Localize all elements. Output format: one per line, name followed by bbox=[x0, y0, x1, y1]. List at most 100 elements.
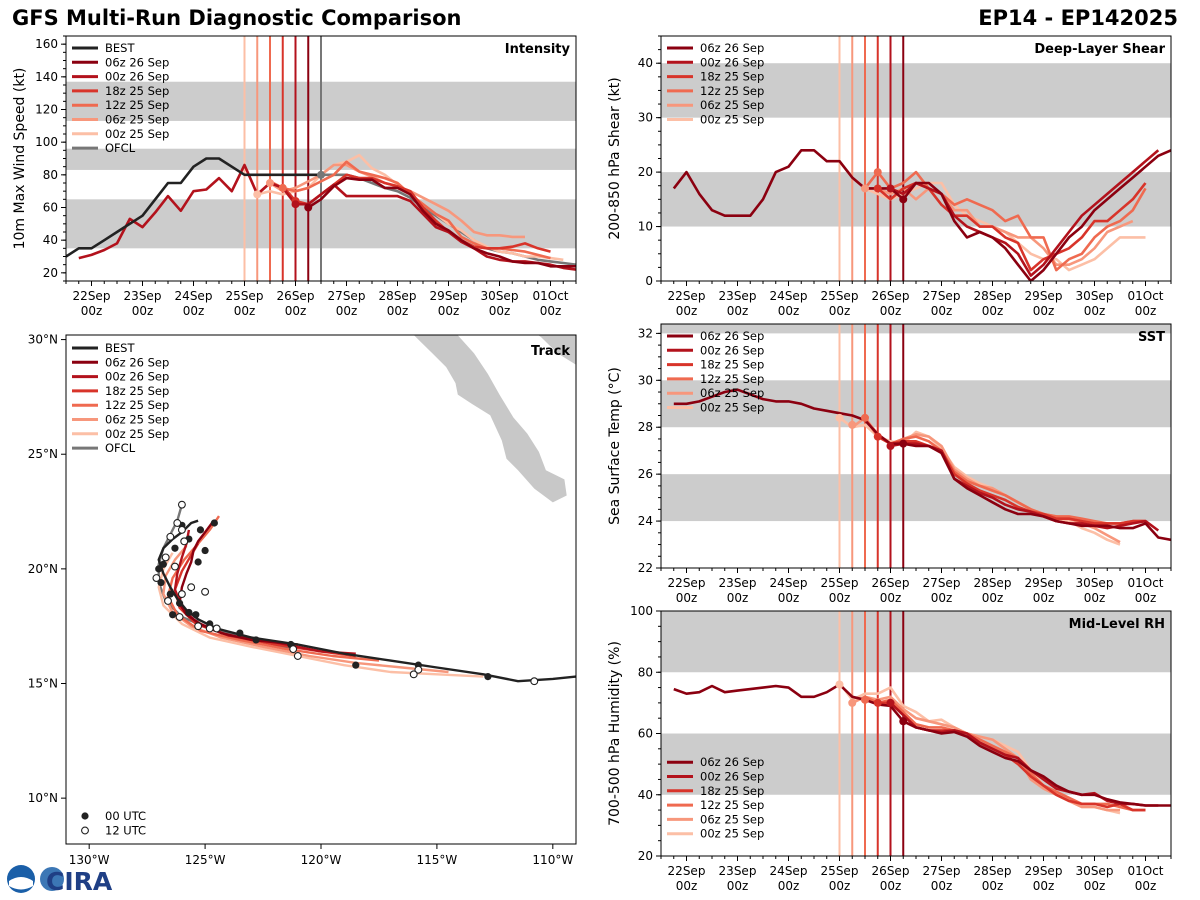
sst-xtick-label: 29Sep bbox=[1025, 576, 1063, 590]
shear-title: Deep-Layer Shear bbox=[1034, 42, 1165, 57]
intensity-xtick-sublabel: 00z bbox=[438, 304, 460, 318]
track-point-00utc bbox=[252, 636, 260, 644]
sst-band-1 bbox=[661, 380, 1171, 428]
shear-legend-label: 12z 25 Sep bbox=[700, 84, 764, 98]
sst-xtick-sublabel: 00z bbox=[778, 591, 800, 605]
rh-xtick-sublabel: 00z bbox=[982, 879, 1004, 893]
sst-legend-label: 06z 25 Sep bbox=[700, 386, 764, 400]
sst-xtick-sublabel: 00z bbox=[727, 591, 749, 605]
track-ytick-label: 30°N bbox=[28, 333, 58, 347]
shear-xtick-label: 23Sep bbox=[719, 289, 757, 303]
sst-plot-area bbox=[661, 324, 1171, 568]
rh-xtick-label: 30Sep bbox=[1076, 864, 1114, 878]
track-point-00utc bbox=[484, 673, 492, 681]
shear-series-06z-26-sep bbox=[672, 149, 1171, 281]
shear-marker-18z-25-sep bbox=[873, 184, 882, 193]
shear-xtick-label: 30Sep bbox=[1076, 289, 1114, 303]
track-point-12utc bbox=[166, 532, 175, 541]
track-point-00utc bbox=[166, 590, 174, 598]
intensity-xtick-sublabel: 00z bbox=[540, 304, 562, 318]
rh-marker-00z-25-sep bbox=[835, 680, 844, 689]
rh-xtick-sublabel: 00z bbox=[1135, 879, 1157, 893]
intensity-ytick-label: 100 bbox=[35, 135, 58, 149]
shear-marker-12z-25-sep bbox=[873, 168, 882, 177]
track-legend-label: 00z 26 Sep bbox=[105, 370, 169, 384]
sst-ylabel: Sea Surface Temp (°C) bbox=[607, 367, 623, 525]
track-point-12utc bbox=[194, 622, 203, 631]
sst-legend-label: 00z 26 Sep bbox=[700, 343, 764, 357]
sst-ytick-label: 28 bbox=[638, 420, 653, 434]
shear-ytick-label: 20 bbox=[638, 165, 653, 179]
track-ytick-label: 10°N bbox=[28, 791, 58, 805]
rh-legend-label: 12z 25 Sep bbox=[700, 798, 764, 812]
intensity-marker-06z-25-sep bbox=[266, 179, 274, 187]
rh-ytick-label: 20 bbox=[638, 849, 653, 863]
rh-xtick-label: 23Sep bbox=[719, 864, 757, 878]
sst-ytick-label: 32 bbox=[638, 326, 653, 340]
rh-xtick-sublabel: 00z bbox=[727, 879, 749, 893]
intensity-legend-label: BEST bbox=[105, 41, 135, 55]
rh-legend-label: 06z 25 Sep bbox=[700, 812, 764, 826]
intensity-xtick-sublabel: 00z bbox=[387, 304, 409, 318]
marker-legend-open-icon bbox=[81, 826, 89, 835]
intensity-xtick-label: 26Sep bbox=[277, 289, 315, 303]
track-ytick-label: 25°N bbox=[28, 447, 58, 461]
intensity-series-00z-26-sep bbox=[78, 163, 576, 271]
track-point-00utc bbox=[352, 661, 360, 669]
sst-xtick-label: 01Oct bbox=[1127, 576, 1163, 590]
shear-xtick-sublabel: 00z bbox=[727, 304, 749, 318]
rh-ytick-label: 100 bbox=[630, 604, 653, 618]
land-mass-1 bbox=[538, 335, 576, 365]
track-point-00utc bbox=[236, 629, 244, 637]
track-point-00utc bbox=[159, 560, 167, 568]
track-point-12utc bbox=[293, 652, 302, 660]
sst-ytick-label: 22 bbox=[638, 561, 653, 575]
intensity-xtick-label: 28Sep bbox=[379, 289, 417, 303]
shear-band-1 bbox=[661, 63, 1171, 118]
rh-xtick-label: 25Sep bbox=[821, 864, 859, 878]
intensity-marker-06z-26-sep bbox=[304, 203, 313, 212]
sst-xtick-sublabel: 00z bbox=[829, 591, 851, 605]
rh-ytick-label: 60 bbox=[638, 727, 653, 741]
main-title: GFS Multi-Run Diagnostic Comparison bbox=[12, 6, 462, 30]
intensity-legend-label: 06z 25 Sep bbox=[105, 113, 169, 127]
intensity-marker-00z-25-sep bbox=[253, 190, 262, 199]
track-point-00utc bbox=[201, 546, 209, 555]
track-point-12utc bbox=[152, 574, 161, 582]
shear-series-12z-25-sep bbox=[863, 170, 1147, 272]
track-point-00utc bbox=[155, 565, 163, 573]
track-point-12utc bbox=[530, 677, 539, 686]
track-point-12utc bbox=[177, 590, 186, 599]
intensity-plot-area bbox=[66, 36, 576, 281]
rh-legend-label: 00z 25 Sep bbox=[700, 827, 764, 841]
intensity-legend-label: 12z 25 Sep bbox=[105, 98, 169, 112]
shear-legend-label: 06z 26 Sep bbox=[700, 41, 764, 55]
shear-xtick-label: 26Sep bbox=[872, 289, 910, 303]
intensity-xtick-label: 29Sep bbox=[430, 289, 468, 303]
track-legend-label: 06z 25 Sep bbox=[105, 413, 169, 427]
track-legend-label: OFCL bbox=[105, 441, 136, 455]
track-legend-label: BEST bbox=[105, 341, 135, 355]
track-xtick-label: 120°W bbox=[301, 853, 342, 867]
sst-xtick-label: 28Sep bbox=[974, 576, 1012, 590]
track-ytick-label: 20°N bbox=[28, 562, 58, 576]
track-point-12utc bbox=[175, 613, 184, 621]
sst-xtick-label: 22Sep bbox=[668, 576, 706, 590]
track-legend-label: 18z 25 Sep bbox=[105, 384, 169, 398]
land-mass-0 bbox=[413, 335, 567, 503]
sst-series-12z-25-sep bbox=[863, 417, 1146, 525]
sst-xtick-label: 30Sep bbox=[1076, 576, 1114, 590]
marker-legend-label: 00 UTC bbox=[105, 809, 146, 823]
track-xtick-label: 125°W bbox=[185, 853, 226, 867]
sst-xtick-label: 27Sep bbox=[923, 576, 961, 590]
shear-legend-label: 18z 25 Sep bbox=[700, 70, 764, 84]
rh-series-06z-25-sep bbox=[851, 695, 1120, 812]
track-point-12utc bbox=[409, 670, 418, 679]
shear-xtick-sublabel: 00z bbox=[1033, 304, 1055, 318]
sst-legend-label: 06z 26 Sep bbox=[700, 329, 764, 343]
intensity-xtick-label: 27Sep bbox=[328, 289, 366, 303]
shear-xtick-sublabel: 00z bbox=[778, 304, 800, 318]
sst-legend-label: 00z 25 Sep bbox=[700, 401, 764, 415]
shear-series-00z-26-sep bbox=[889, 149, 1160, 277]
sst-legend-label: 18z 25 Sep bbox=[700, 358, 764, 372]
